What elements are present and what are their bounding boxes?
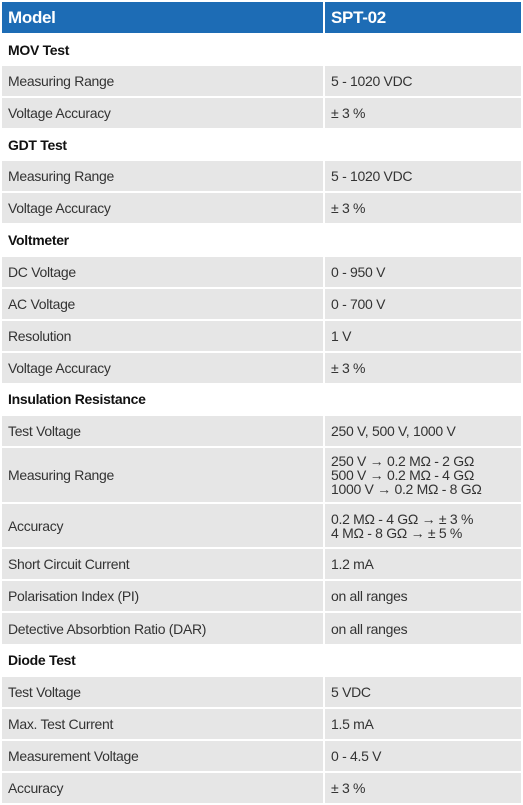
data-row: Measuring Range 250 V → 0.2 MΩ - 2 GΩ 500 … — [0, 445, 523, 504]
value-line: 4 MΩ - 8 GΩ → ± 5 % — [331, 524, 463, 541]
section-title: GDT Test — [0, 128, 523, 162]
label-cell: DC Voltage — [0, 254, 325, 289]
value-cell: 0 - 950 V — [323, 254, 523, 289]
label-cell: Accuracy — [0, 501, 325, 550]
section-row: GDT Test — [0, 128, 523, 162]
label-cell: Measuring Range — [0, 64, 325, 99]
value-cell: ± 3 % — [323, 96, 523, 131]
value-line: 250 V → 0.2 MΩ - 2 GΩ — [331, 452, 475, 469]
value-line: 0.2 MΩ - 4 GΩ → ± 3 % — [331, 510, 474, 527]
data-row: Resolution 1 V — [0, 318, 523, 353]
header-cell: SPT-02 — [323, 0, 523, 36]
value-cell: 5 VDC — [323, 674, 523, 709]
value-cell: 0 - 4.5 V — [323, 738, 523, 773]
data-row: Voltage Accuracy ± 3 % — [0, 191, 523, 226]
label-cell: Test Voltage — [0, 674, 325, 709]
data-row: Accuracy 0.2 MΩ - 4 GΩ → ± 3 % 4 MΩ - 8 GΩ… — [0, 501, 523, 550]
value-cell: 250 V → 0.2 MΩ - 2 GΩ 500 V → 0.2 MΩ - 4 … — [323, 445, 523, 504]
value-line: 500 V → 0.2 MΩ - 4 GΩ — [331, 466, 475, 483]
data-row: Max. Test Current 1.5 mA — [0, 706, 523, 741]
value-cell: 5 - 1020 VDC — [323, 159, 523, 194]
label-cell: Short Circuit Current — [0, 547, 325, 582]
data-row: AC Voltage 0 - 700 V — [0, 286, 523, 321]
section-row: Voltmeter — [0, 223, 523, 257]
section-row: Insulation Resistance — [0, 382, 523, 416]
header-cell: Model — [0, 0, 325, 36]
section-title: Diode Test — [0, 643, 523, 677]
data-row: Detective Absorbtion Ratio (DAR) on all r… — [0, 611, 523, 646]
label-cell: Measurement Voltage — [0, 738, 325, 773]
label-cell: Voltage Accuracy — [0, 350, 325, 385]
value-cell: 1.5 mA — [323, 706, 523, 741]
value-cell: on all ranges — [323, 611, 523, 646]
label-cell: Measuring Range — [0, 445, 325, 504]
value-cell: 5 - 1020 VDC — [323, 64, 523, 99]
label-cell: Accuracy — [0, 770, 325, 805]
section-row: Diode Test — [0, 643, 523, 677]
label-cell: Polarisation Index (PI) — [0, 579, 325, 614]
label-cell: Measuring Range — [0, 159, 325, 194]
data-row: Test Voltage 5 VDC — [0, 674, 523, 709]
data-row: Test Voltage 250 V, 500 V, 1000 V — [0, 413, 523, 448]
value-cell: 250 V, 500 V, 1000 V — [323, 413, 523, 448]
data-row: Voltage Accuracy ± 3 % — [0, 96, 523, 131]
header-row: Model SPT-02 — [0, 0, 523, 36]
section-title: Insulation Resistance — [0, 382, 523, 416]
data-row: Accuracy ± 3 % — [0, 770, 523, 805]
data-row: DC Voltage 0 - 950 V — [0, 254, 523, 289]
value-cell: ± 3 % — [323, 770, 523, 805]
data-row: Measurement Voltage 0 - 4.5 V — [0, 738, 523, 773]
section-row: MOV Test — [0, 33, 523, 67]
data-row: Voltage Accuracy ± 3 % — [0, 350, 523, 385]
data-row: Measuring Range 5 - 1020 VDC — [0, 64, 523, 99]
value-cell: 0 - 700 V — [323, 286, 523, 321]
label-cell: AC Voltage — [0, 286, 325, 321]
label-cell: Max. Test Current — [0, 706, 325, 741]
value-cell: on all ranges — [323, 579, 523, 614]
section-title: Voltmeter — [0, 223, 523, 257]
data-row: Polarisation Index (PI) on all ranges — [0, 579, 523, 614]
label-cell: Voltage Accuracy — [0, 191, 325, 226]
label-cell: Test Voltage — [0, 413, 325, 448]
label-cell: Voltage Accuracy — [0, 96, 325, 131]
data-row: Short Circuit Current 1.2 mA — [0, 547, 523, 582]
section-title: MOV Test — [0, 33, 523, 67]
value-cell: ± 3 % — [323, 350, 523, 385]
value-cell: 1.2 mA — [323, 547, 523, 582]
value-line: 1000 V → 0.2 MΩ - 8 GΩ — [331, 480, 482, 497]
value-cell: 1 V — [323, 318, 523, 353]
value-cell: 0.2 MΩ - 4 GΩ → ± 3 % 4 MΩ - 8 GΩ → ± 5 % — [323, 501, 523, 550]
label-cell: Resolution — [0, 318, 325, 353]
label-cell: Detective Absorbtion Ratio (DAR) — [0, 611, 325, 646]
data-row: Measuring Range 5 - 1020 VDC — [0, 159, 523, 194]
value-cell: ± 3 % — [323, 191, 523, 226]
